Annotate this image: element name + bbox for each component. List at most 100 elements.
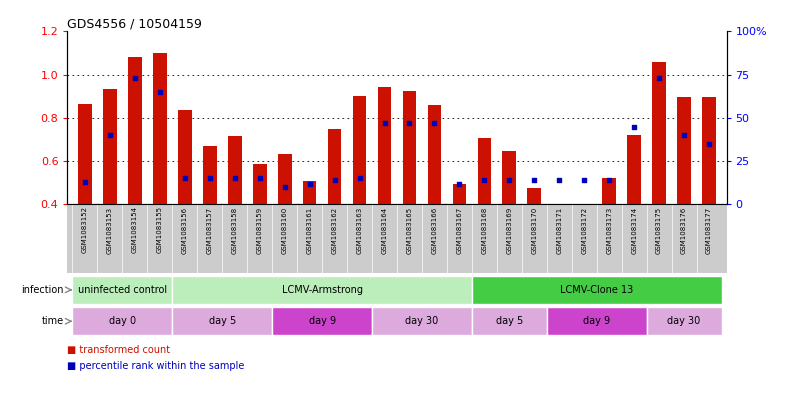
Text: ■ transformed count: ■ transformed count bbox=[67, 345, 171, 355]
Text: GSM1083153: GSM1083153 bbox=[107, 206, 113, 253]
Point bbox=[503, 177, 515, 183]
Bar bbox=[172, 307, 272, 335]
Bar bbox=[652, 62, 666, 204]
Text: day 30: day 30 bbox=[406, 316, 438, 326]
Text: GSM1083158: GSM1083158 bbox=[232, 206, 237, 253]
Text: ■ percentile rank within the sample: ■ percentile rank within the sample bbox=[67, 362, 245, 371]
Point bbox=[528, 177, 541, 183]
Text: GSM1083176: GSM1083176 bbox=[681, 206, 687, 253]
Bar bbox=[153, 53, 167, 204]
Text: GSM1083166: GSM1083166 bbox=[431, 206, 437, 253]
Text: GSM1083170: GSM1083170 bbox=[531, 206, 538, 253]
Text: day 5: day 5 bbox=[209, 316, 236, 326]
Point bbox=[253, 175, 266, 182]
Point bbox=[378, 120, 391, 126]
Bar bbox=[272, 307, 372, 335]
Text: GSM1083168: GSM1083168 bbox=[481, 206, 488, 253]
Point bbox=[553, 177, 565, 183]
Point bbox=[79, 179, 91, 185]
Bar bbox=[278, 154, 291, 204]
Bar bbox=[252, 164, 267, 204]
Bar bbox=[453, 184, 466, 204]
Text: infection: infection bbox=[21, 285, 64, 295]
Point bbox=[229, 175, 241, 182]
Bar bbox=[72, 276, 172, 304]
Text: day 5: day 5 bbox=[495, 316, 523, 326]
Bar bbox=[178, 110, 191, 204]
Bar bbox=[577, 204, 591, 222]
Bar bbox=[527, 188, 542, 204]
Bar bbox=[353, 96, 366, 204]
Text: GSM1083162: GSM1083162 bbox=[332, 206, 337, 253]
Bar bbox=[472, 276, 722, 304]
Bar bbox=[128, 57, 142, 204]
Text: GSM1083152: GSM1083152 bbox=[82, 206, 88, 253]
Text: time: time bbox=[41, 316, 64, 326]
Bar bbox=[702, 97, 716, 204]
Text: GSM1083154: GSM1083154 bbox=[132, 206, 138, 253]
Bar bbox=[472, 307, 547, 335]
Bar bbox=[547, 307, 646, 335]
Text: GSM1083156: GSM1083156 bbox=[182, 206, 188, 253]
Point bbox=[578, 177, 591, 183]
Text: GSM1083155: GSM1083155 bbox=[157, 206, 163, 253]
Bar bbox=[378, 86, 391, 204]
Point bbox=[203, 175, 216, 182]
Point bbox=[179, 175, 191, 182]
Point bbox=[153, 89, 166, 95]
Bar bbox=[78, 104, 92, 204]
Point bbox=[478, 177, 491, 183]
Text: GSM1083174: GSM1083174 bbox=[631, 206, 637, 253]
Text: LCMV-Armstrong: LCMV-Armstrong bbox=[282, 285, 363, 295]
Text: day 9: day 9 bbox=[309, 316, 336, 326]
Bar bbox=[646, 307, 722, 335]
Text: GSM1083175: GSM1083175 bbox=[656, 206, 662, 253]
Bar bbox=[477, 138, 491, 204]
Point bbox=[129, 75, 141, 81]
Point bbox=[703, 141, 715, 147]
Point bbox=[453, 180, 466, 187]
Text: GSM1083177: GSM1083177 bbox=[706, 206, 712, 253]
Bar bbox=[603, 178, 616, 204]
Point bbox=[403, 120, 416, 126]
Bar bbox=[428, 105, 441, 204]
Text: day 30: day 30 bbox=[668, 316, 700, 326]
Point bbox=[653, 75, 665, 81]
Bar bbox=[403, 91, 416, 204]
Text: GSM1083163: GSM1083163 bbox=[357, 206, 363, 253]
Point bbox=[303, 180, 316, 187]
Bar bbox=[228, 136, 241, 204]
Point bbox=[328, 177, 341, 183]
Text: LCMV-Clone 13: LCMV-Clone 13 bbox=[560, 285, 634, 295]
Bar bbox=[103, 89, 117, 204]
Text: GSM1083161: GSM1083161 bbox=[306, 206, 313, 253]
Text: GSM1083164: GSM1083164 bbox=[382, 206, 387, 253]
Text: GSM1083169: GSM1083169 bbox=[507, 206, 512, 253]
Text: day 9: day 9 bbox=[583, 316, 611, 326]
Point bbox=[353, 175, 366, 182]
Point bbox=[628, 123, 641, 130]
Text: uninfected control: uninfected control bbox=[78, 285, 167, 295]
Bar bbox=[372, 307, 472, 335]
Bar bbox=[553, 204, 566, 219]
Point bbox=[678, 132, 691, 138]
Bar bbox=[328, 129, 341, 204]
Point bbox=[428, 120, 441, 126]
Bar bbox=[627, 135, 641, 204]
Text: GSM1083157: GSM1083157 bbox=[206, 206, 213, 253]
Point bbox=[603, 177, 615, 183]
Bar bbox=[72, 307, 172, 335]
Text: GSM1083165: GSM1083165 bbox=[407, 206, 412, 253]
Bar bbox=[303, 180, 317, 204]
Bar bbox=[172, 276, 472, 304]
Text: day 0: day 0 bbox=[109, 316, 136, 326]
Text: GSM1083159: GSM1083159 bbox=[256, 206, 263, 253]
Bar bbox=[503, 151, 516, 204]
Point bbox=[103, 132, 116, 138]
Text: GSM1083160: GSM1083160 bbox=[282, 206, 287, 253]
Bar bbox=[203, 146, 217, 204]
Text: GSM1083171: GSM1083171 bbox=[557, 206, 562, 253]
Text: GSM1083173: GSM1083173 bbox=[606, 206, 612, 253]
Text: GSM1083167: GSM1083167 bbox=[457, 206, 462, 253]
Point bbox=[279, 184, 291, 190]
